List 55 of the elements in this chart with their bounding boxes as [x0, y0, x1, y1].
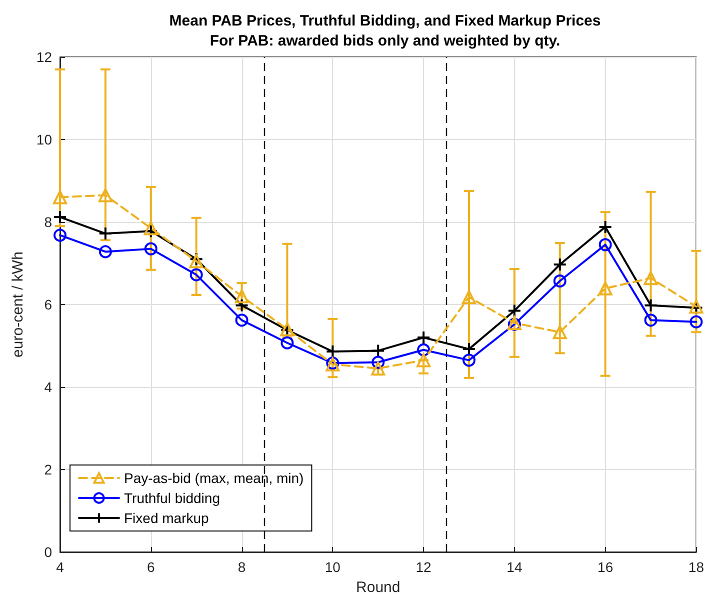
point — [98, 245, 112, 258]
point — [371, 344, 386, 358]
y-tick-label: 0 — [44, 544, 52, 560]
x-axis-title: Round — [356, 579, 400, 596]
point — [598, 238, 612, 252]
point — [462, 290, 476, 304]
point — [690, 315, 703, 328]
y-tick-label: 8 — [44, 214, 52, 230]
point — [552, 325, 567, 340]
y-axis-title: euro-cent / kWh — [10, 252, 27, 358]
point — [234, 298, 249, 312]
chart-subtitle: For PAB: awarded bids only and weighted by qty. — [210, 32, 560, 50]
point — [371, 361, 386, 376]
y-tick-label: 2 — [44, 462, 52, 478]
point — [598, 220, 612, 234]
point — [54, 228, 66, 242]
x-tick-label: 16 — [598, 559, 614, 575]
point — [416, 330, 431, 344]
point — [552, 257, 567, 272]
point — [644, 271, 658, 286]
point — [235, 314, 248, 327]
point — [144, 224, 158, 238]
x-tick-label: 8 — [238, 559, 246, 575]
point — [372, 356, 385, 369]
x-tick-label: 14 — [506, 559, 522, 575]
point — [280, 336, 294, 350]
point — [598, 281, 612, 296]
x-tick-label: 4 — [56, 559, 64, 575]
point — [417, 343, 430, 356]
legend-label: Fixed markup — [124, 510, 210, 526]
chart-title: Mean PAB Prices, Truthful Bidding, and Fixed Markup Prices — [169, 12, 601, 30]
x-tick-label: 12 — [416, 559, 432, 575]
point — [644, 314, 658, 327]
point — [644, 298, 658, 312]
point — [144, 221, 158, 236]
point — [53, 190, 67, 204]
y-tick-label: 6 — [44, 296, 52, 312]
x-tick-label: 6 — [146, 559, 155, 575]
legend-label: Truthful bidding — [124, 490, 220, 506]
point — [462, 354, 476, 367]
point — [98, 188, 112, 202]
y-tick-label: 4 — [44, 379, 52, 395]
y-tick-label: 12 — [36, 49, 52, 65]
point — [98, 226, 112, 241]
x-tick-label: 10 — [324, 559, 341, 575]
point — [234, 289, 249, 304]
point — [553, 274, 566, 288]
point — [190, 268, 203, 282]
point — [507, 304, 522, 318]
y-tick-label: 10 — [36, 132, 52, 148]
point — [416, 353, 431, 368]
point — [144, 242, 158, 256]
x-tick-label: 18 — [688, 559, 704, 575]
point — [326, 344, 340, 359]
legend-label: Pay-as-bid (max, mean, min) — [124, 470, 304, 486]
